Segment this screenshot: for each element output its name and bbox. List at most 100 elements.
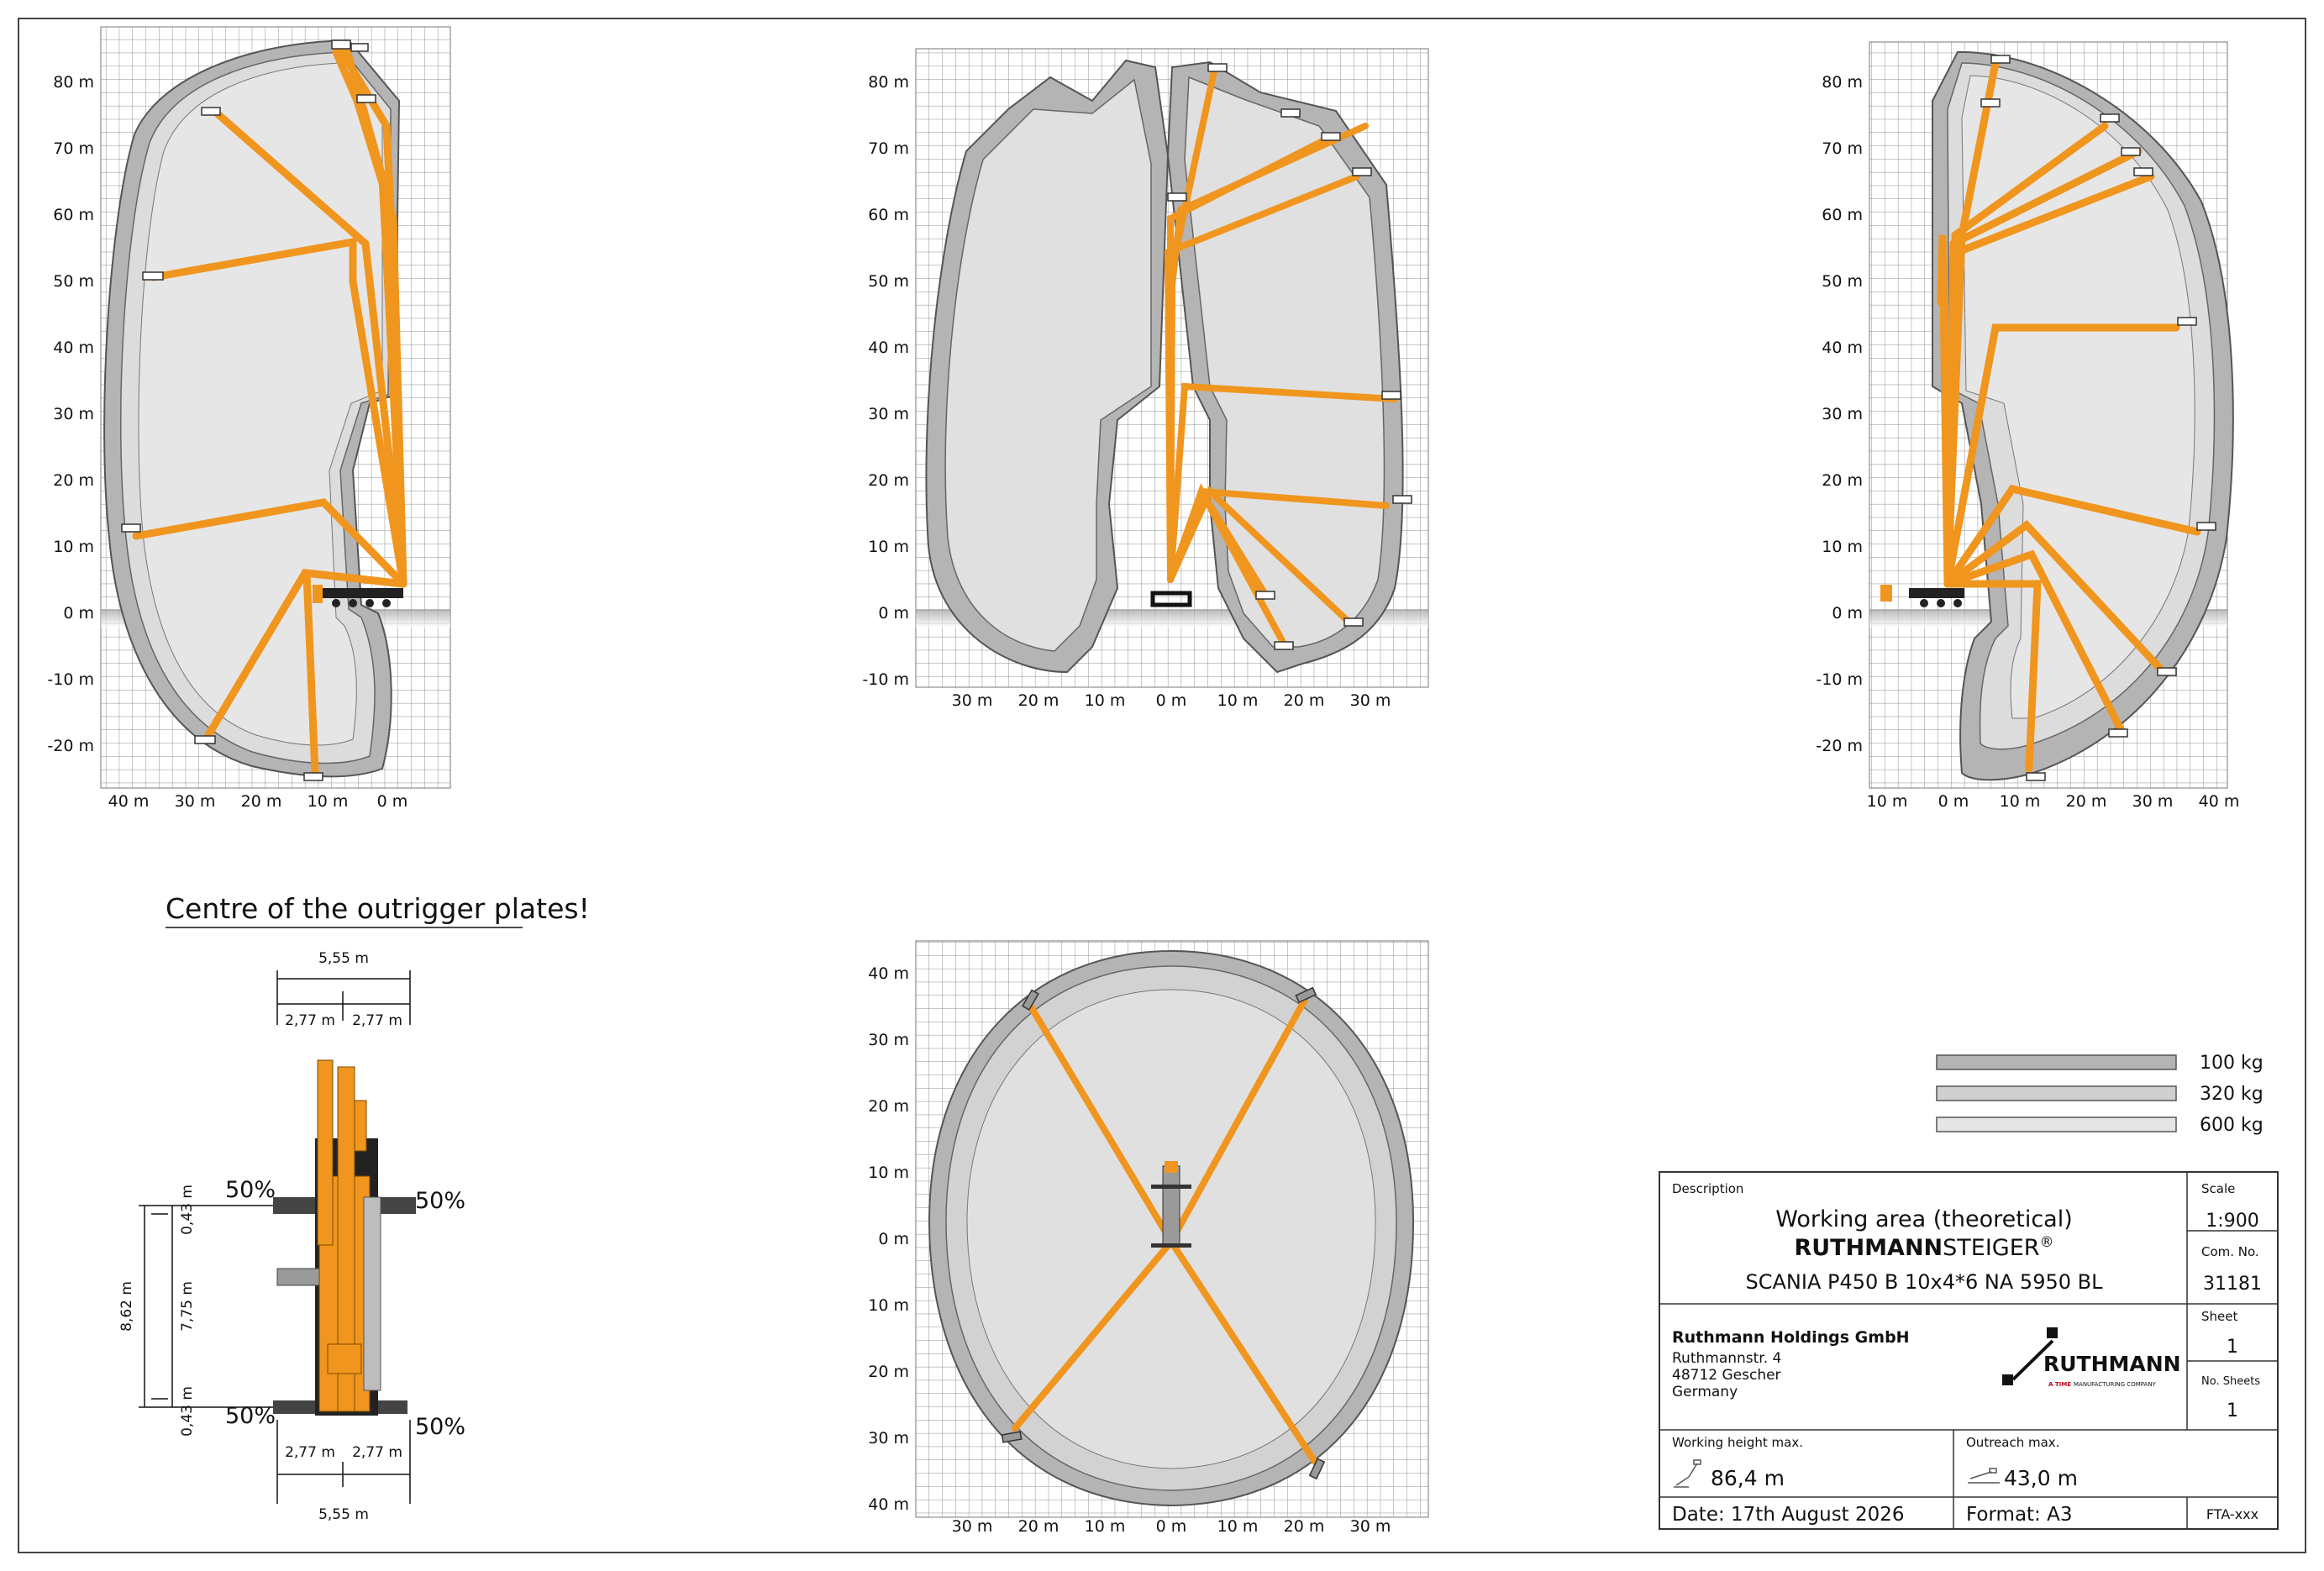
envelope-320kg-left [944, 78, 1152, 652]
company-city: 48712 Gescher [1672, 1367, 1781, 1384]
legend-swatch-600 [1936, 1117, 2177, 1132]
y-tick: 80 m [1822, 73, 1863, 92]
company-name: Ruthmann Holdings GmbH [1672, 1328, 1910, 1347]
truck-rear-icon [1150, 591, 1192, 607]
y-ticks-left: 80 m 70 m 60 m 50 m 40 m 30 m 20 m 10 m … [47, 73, 94, 755]
outrigger-detail: Centre of the outrigger plates! 5,55 m 2… [118, 892, 590, 1523]
y-tick: 0 m [878, 1230, 909, 1248]
y-tick: 20 m [868, 1097, 909, 1116]
work-height-value: 86,4 m [1711, 1466, 1785, 1490]
side-view-right: 80 m 70 m 60 m 50 m 40 m 30 m 20 m 10 m … [1816, 41, 2240, 811]
dim-length-inner: 7,75 m [179, 1281, 196, 1332]
y-tick: 10 m [1822, 538, 1863, 556]
side-view-left: 80 m 70 m 60 m 50 m 40 m 30 m 20 m 10 m … [47, 26, 451, 811]
reg-mark: ® [2040, 1234, 2054, 1251]
description-label: Description [1672, 1181, 1743, 1196]
no-sheets-label: No. Sheets [2201, 1375, 2260, 1388]
y-tick: 40 m [53, 339, 94, 357]
y-tick: -10 m [1816, 670, 1863, 689]
y-tick: 10 m [868, 1296, 909, 1315]
x-tick: 30 m [952, 1517, 993, 1536]
x-tick: 0 m [377, 792, 408, 811]
y-tick: 80 m [53, 73, 94, 92]
dimension-bottom [276, 1420, 411, 1504]
baskets-top [1001, 986, 1326, 1480]
x-ticks-right: 10 m 0 m 10 m 20 m 30 m 40 m [1867, 792, 2240, 811]
legend-label-320: 320 kg [2200, 1084, 2264, 1105]
brand-bold: RUTHMANN [1794, 1235, 1943, 1261]
y-tick: 70 m [1822, 139, 1863, 158]
y-tick: 20 m [1822, 471, 1863, 490]
dim-half-right: 2,77 m [352, 1012, 402, 1029]
side-view-center: 80 m 70 m 60 m 50 m 40 m 30 m 20 m 10 m … [862, 48, 1429, 710]
y-tick: 70 m [53, 139, 94, 158]
boom-positions-top [1012, 996, 1318, 1465]
y-ticks-center: 80 m 70 m 60 m 50 m 40 m 30 m 20 m 10 m … [862, 73, 909, 689]
x-tick: 20 m [1284, 1517, 1325, 1536]
outreach-label: Outreach max. [1966, 1435, 2059, 1450]
com-no-value: 31181 [2203, 1274, 2262, 1295]
x-tick: 10 m [1217, 1517, 1259, 1536]
dim-width-total: 5,55 m [318, 950, 369, 967]
company-street: Ruthmannstr. 4 [1672, 1350, 1781, 1367]
vehicle-plan-icon [273, 1059, 416, 1416]
legend-label-100: 100 kg [2200, 1053, 2264, 1074]
dim-half-right-bottom: 2,77 m [352, 1444, 402, 1461]
x-tick: 10 m [1085, 691, 1126, 710]
x-tick: 10 m [1867, 792, 1908, 811]
y-tick: 40 m [868, 1495, 909, 1514]
y-tick: -10 m [862, 670, 909, 689]
date: Date: 17th August 2026 [1672, 1504, 1905, 1526]
y-tick: 0 m [878, 604, 909, 623]
baskets [121, 39, 376, 781]
y-ticks-top: 40 m 30 m 20 m 10 m 0 m 10 m 20 m 30 m 4… [868, 964, 909, 1514]
model: SCANIA P450 B 10x4*6 NA 5950 BL [1746, 1270, 2104, 1294]
load-pct-bottom-right: 50% [415, 1414, 465, 1440]
work-height-icon [1674, 1459, 1701, 1488]
y-tick: 30 m [1822, 405, 1863, 423]
x-tick: 30 m [175, 792, 216, 811]
x-ticks-left: 40 m 30 m 20 m 10 m 0 m [108, 792, 408, 811]
x-tick: 10 m [2000, 792, 2041, 811]
title-block: Description Working area (theoretical) R… [1659, 1171, 2279, 1530]
logo-sub-brand: A TIME [2048, 1381, 2071, 1388]
com-no-label: Com. No. [2201, 1244, 2259, 1259]
outreach-value: 43,0 m [2004, 1466, 2078, 1490]
sheet-label: Sheet [2201, 1309, 2237, 1324]
y-tick: -20 m [47, 737, 94, 755]
baskets-right [1980, 55, 2216, 781]
x-tick: 30 m [952, 691, 993, 710]
boom-positions-right [1937, 59, 2201, 773]
x-tick: 20 m [1018, 691, 1059, 710]
legend: 100 kg 320 kg 600 kg [1936, 1053, 2264, 1136]
x-ticks-top: 30 m 20 m 10 m 0 m 10 m 20 m 30 m [952, 1517, 1391, 1536]
brand-line: RUTHMANNSTEIGER® [1794, 1234, 2053, 1261]
dimension-top [276, 970, 411, 1025]
top-view: 40 m 30 m 20 m 10 m 0 m 10 m 20 m 30 m 4… [868, 940, 1429, 1536]
truck-icon [313, 585, 403, 607]
y-tick: 0 m [63, 604, 94, 623]
logo-sub: MANUFACTURING COMPANY [2074, 1381, 2157, 1388]
y-tick: -20 m [1816, 737, 1863, 755]
y-tick: 30 m [868, 1429, 909, 1448]
y-tick: 40 m [868, 964, 909, 983]
x-tick: 0 m [1156, 1517, 1187, 1536]
logo-subtext: A TIME MANUFACTURING COMPANY [2048, 1381, 2157, 1388]
y-tick: 70 m [868, 139, 909, 158]
truck-icon [1880, 585, 1964, 607]
logo-text: RUTHMANN [2043, 1352, 2181, 1376]
x-tick: 30 m [1350, 691, 1391, 710]
x-tick: 20 m [1284, 691, 1325, 710]
company-country: Germany [1672, 1384, 1738, 1400]
y-tick: 30 m [868, 405, 909, 423]
boom-positions [132, 45, 407, 777]
y-tick: 50 m [1822, 272, 1863, 291]
y-tick: 20 m [868, 1363, 909, 1381]
x-tick: 0 m [1938, 792, 1969, 811]
y-tick: 60 m [1822, 206, 1863, 224]
y-tick: 60 m [868, 206, 909, 224]
envelope-600kg [1961, 75, 2195, 719]
load-pct-top-left: 50% [225, 1177, 276, 1203]
x-tick: 30 m [1350, 1517, 1391, 1536]
